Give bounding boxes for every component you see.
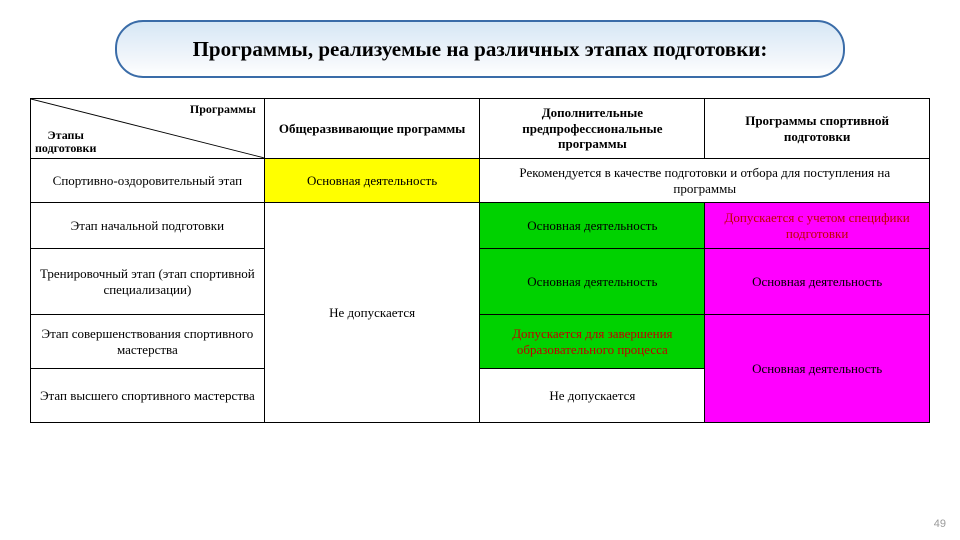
- cell-r5c2: Не допускается: [480, 369, 705, 423]
- table-row: Этап начальной подготовки Не допускается…: [31, 203, 930, 249]
- table-row: Программы Этапыподготовки Общеразвивающи…: [31, 99, 930, 159]
- cell-r2c3: Допускается с учетом специфики подготовк…: [705, 203, 930, 249]
- col-header-preprofessional: Дополнительные предпрофессиональные прог…: [480, 99, 705, 159]
- cell-r2c2: Основная деятельность: [480, 203, 705, 249]
- table-row: Спортивно-оздоровительный этап Основная …: [31, 159, 930, 203]
- table-row: Тренировочный этап (этап спортивной спец…: [31, 249, 930, 315]
- col-header-sports-training: Программы спортивной подготовки: [705, 99, 930, 159]
- cell-r1c1: Основная деятельность: [264, 159, 480, 203]
- table-row: Этап совершенствования спортивного масте…: [31, 315, 930, 369]
- row-label-initial: Этап начальной подготовки: [31, 203, 265, 249]
- row-label-improvement: Этап совершенствования спортивного масте…: [31, 315, 265, 369]
- cell-r4to5c3: Основная деятельность: [705, 315, 930, 423]
- row-label-training: Тренировочный этап (этап спортивной спец…: [31, 249, 265, 315]
- diagonal-header: Программы Этапыподготовки: [31, 99, 265, 159]
- cell-r4c2: Допускается для завершения образовательн…: [480, 315, 705, 369]
- header-stages-label: Этапыподготовки: [35, 129, 96, 155]
- cell-r3c2: Основная деятельность: [480, 249, 705, 315]
- cell-not-allowed-general: Не допускается: [264, 203, 480, 423]
- header-programs-label: Программы: [190, 102, 256, 116]
- cell-r3c3: Основная деятельность: [705, 249, 930, 315]
- cell-r1c23: Рекомендуется в качестве подготовки и от…: [480, 159, 930, 203]
- page-title: Программы, реализуемые на различных этап…: [137, 36, 823, 62]
- page-number: 49: [934, 518, 946, 530]
- row-label-sport-health: Спортивно-оздоровительный этап: [31, 159, 265, 203]
- programs-table: Программы Этапыподготовки Общеразвивающи…: [30, 98, 930, 423]
- col-header-general: Общеразвивающие программы: [264, 99, 480, 159]
- title-panel: Программы, реализуемые на различных этап…: [115, 20, 845, 78]
- row-label-highest: Этап высшего спортивного мастерства: [31, 369, 265, 423]
